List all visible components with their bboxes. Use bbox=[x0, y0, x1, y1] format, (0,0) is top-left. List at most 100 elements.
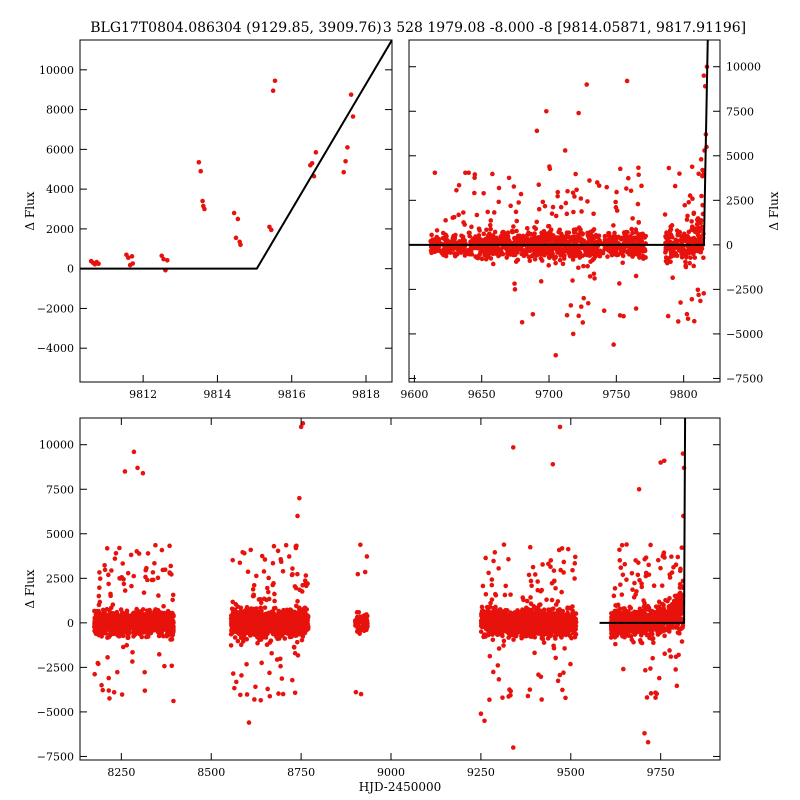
data-point bbox=[233, 235, 239, 241]
data-point bbox=[156, 652, 162, 657]
data-point bbox=[689, 224, 695, 229]
data-point bbox=[102, 562, 107, 568]
data-point bbox=[276, 617, 282, 623]
data-point bbox=[684, 217, 690, 222]
data-point bbox=[133, 631, 138, 637]
data-point bbox=[701, 73, 707, 78]
data-point bbox=[258, 605, 264, 610]
data-point bbox=[614, 208, 620, 213]
data-point bbox=[97, 570, 102, 575]
data-point bbox=[108, 605, 114, 611]
data-point bbox=[692, 255, 698, 260]
y-tick-label: 8000 bbox=[46, 104, 74, 117]
data-point bbox=[572, 194, 577, 199]
data-point bbox=[115, 669, 120, 675]
data-point bbox=[265, 585, 270, 591]
data-point bbox=[137, 627, 142, 632]
data-point bbox=[130, 659, 135, 664]
data-point bbox=[585, 301, 591, 306]
data-point bbox=[628, 246, 634, 251]
data-point bbox=[238, 615, 243, 620]
x-tick-label: 9700 bbox=[535, 388, 563, 401]
data-point bbox=[564, 312, 570, 318]
data-point bbox=[271, 581, 276, 586]
panel-title: 3 528 1979.08 -8.000 -8 [9814.05871, 981… bbox=[383, 20, 746, 36]
data-point bbox=[94, 615, 100, 621]
data-point bbox=[118, 624, 124, 629]
data-point bbox=[691, 236, 697, 242]
data-point bbox=[540, 636, 546, 642]
data-point bbox=[245, 611, 250, 617]
data-point bbox=[526, 254, 532, 260]
data-point bbox=[697, 228, 702, 234]
data-point bbox=[354, 618, 359, 624]
data-point bbox=[639, 246, 644, 252]
data-point bbox=[633, 273, 639, 279]
data-point bbox=[551, 235, 556, 240]
data-point bbox=[255, 619, 260, 625]
data-point bbox=[574, 187, 579, 193]
data-point bbox=[136, 614, 142, 620]
data-point bbox=[561, 238, 567, 243]
data-point bbox=[105, 616, 111, 622]
y-tick-label: 0 bbox=[67, 263, 74, 276]
data-point bbox=[168, 563, 174, 569]
data-point bbox=[695, 287, 701, 293]
data-point bbox=[106, 581, 111, 587]
data-point bbox=[432, 249, 438, 255]
data-point bbox=[640, 231, 645, 237]
data-point bbox=[468, 248, 474, 254]
y-tick-label: 0 bbox=[726, 239, 733, 252]
data-point bbox=[170, 610, 175, 616]
data-point bbox=[536, 182, 542, 187]
data-point bbox=[95, 660, 101, 666]
data-point bbox=[629, 237, 635, 243]
data-point bbox=[251, 582, 257, 588]
data-point bbox=[684, 311, 690, 317]
data-point bbox=[634, 235, 639, 240]
data-point bbox=[230, 599, 236, 605]
data-point bbox=[674, 238, 679, 243]
data-point bbox=[155, 611, 160, 616]
data-point bbox=[561, 256, 567, 261]
data-point bbox=[274, 657, 280, 662]
data-point bbox=[698, 298, 703, 304]
data-point bbox=[695, 248, 701, 254]
x-tick-label: 9600 bbox=[400, 388, 428, 401]
data-point bbox=[343, 158, 348, 164]
data-point bbox=[145, 577, 150, 583]
data-point bbox=[453, 251, 459, 257]
data-point bbox=[147, 623, 152, 629]
data-point bbox=[363, 612, 369, 618]
data-point bbox=[624, 186, 629, 191]
data-point bbox=[350, 114, 356, 119]
data-point bbox=[683, 259, 688, 265]
data-point bbox=[292, 627, 298, 632]
plot-frame bbox=[408, 39, 721, 383]
data-point bbox=[269, 617, 275, 623]
data-point bbox=[274, 634, 279, 639]
data-point bbox=[237, 610, 243, 615]
data-point bbox=[611, 223, 616, 228]
data-point bbox=[240, 639, 246, 644]
data-point bbox=[591, 211, 596, 217]
data-point bbox=[432, 170, 438, 176]
data-point bbox=[544, 108, 549, 114]
data-point bbox=[131, 623, 137, 628]
data-point bbox=[685, 213, 690, 219]
data-point bbox=[159, 547, 165, 553]
data-point bbox=[664, 230, 669, 235]
data-point bbox=[687, 193, 693, 198]
data-point bbox=[639, 183, 644, 189]
data-point bbox=[571, 239, 577, 245]
data-point bbox=[544, 251, 549, 256]
data-point bbox=[532, 248, 538, 253]
data-point bbox=[614, 189, 619, 195]
data-point bbox=[169, 633, 175, 638]
data-point bbox=[436, 236, 442, 242]
data-point bbox=[701, 291, 707, 296]
data-point bbox=[295, 599, 300, 604]
data-point bbox=[613, 238, 619, 244]
data-point bbox=[568, 303, 574, 308]
data-point bbox=[236, 622, 241, 628]
